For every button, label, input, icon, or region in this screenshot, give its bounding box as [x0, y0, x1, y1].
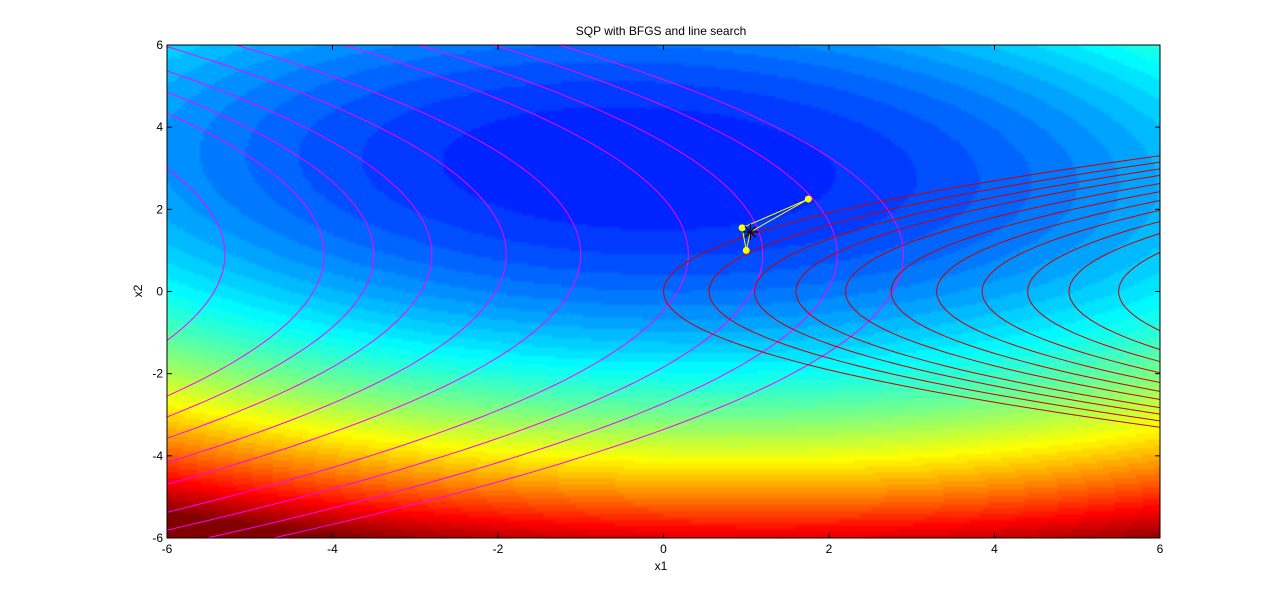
contour-line-1 — [708, 161, 1160, 422]
y-tick-label: 0 — [156, 285, 163, 299]
y-tick-label: 6 — [156, 38, 163, 52]
solution-marker — [742, 223, 759, 240]
iterate-point — [742, 246, 750, 254]
x-tick-label: 4 — [991, 542, 998, 556]
magenta-contour-group — [167, 45, 905, 538]
contour-line-2 — [753, 168, 1160, 415]
contour-line-5 — [890, 191, 1160, 392]
x-tick-label: -2 — [493, 542, 504, 556]
contour-line-7 — [167, 45, 764, 531]
y-tick-label: -2 — [152, 367, 163, 381]
x-tick-label: -4 — [327, 542, 338, 556]
contour-line-4 — [167, 46, 507, 464]
contour-line-7 — [981, 209, 1160, 374]
contour-line-3 — [167, 70, 433, 439]
x-axis-label: x1 — [655, 559, 668, 573]
y-tick-label: 2 — [156, 202, 163, 216]
iterates-group — [738, 195, 812, 254]
contour-line-6 — [167, 45, 689, 513]
x-tick-label: -6 — [162, 542, 173, 556]
y-axis: 6 4 2 0 -2 -4 -6 — [152, 38, 1160, 545]
plot-area — [166, 44, 1161, 539]
contour-line-5 — [167, 45, 582, 485]
red-contour-group — [662, 155, 1160, 428]
contour-line-10 — [1118, 251, 1160, 332]
y-tick-label: -4 — [152, 449, 163, 463]
contour-line-8 — [1027, 220, 1160, 363]
contour-line-3 — [795, 174, 1160, 409]
x-tick-label: 0 — [660, 542, 667, 556]
chart-title: SQP with BFGS and line search — [576, 24, 747, 38]
x-tick-label: 2 — [826, 542, 833, 556]
contour-line-9 — [1068, 232, 1160, 351]
contour-line-4 — [844, 183, 1160, 400]
contour-line-0 — [662, 155, 1160, 428]
contour-line-8 — [204, 45, 838, 538]
contour-line-0 — [167, 168, 226, 342]
contour-line-2 — [167, 91, 375, 418]
y-axis-label: x2 — [131, 284, 145, 297]
x-axis: -6 -4 -2 0 2 4 6 — [162, 45, 1164, 556]
contour-line-9 — [270, 45, 905, 538]
y-tick-label: -6 — [152, 531, 163, 545]
contour-line-1 — [167, 112, 325, 397]
iterate-point — [804, 195, 812, 203]
y-tick-label: 4 — [156, 120, 163, 134]
iterate-point — [738, 224, 746, 232]
x-tick-label: 6 — [1157, 542, 1164, 556]
contour-line-6 — [936, 199, 1160, 384]
solution-star — [742, 223, 759, 240]
